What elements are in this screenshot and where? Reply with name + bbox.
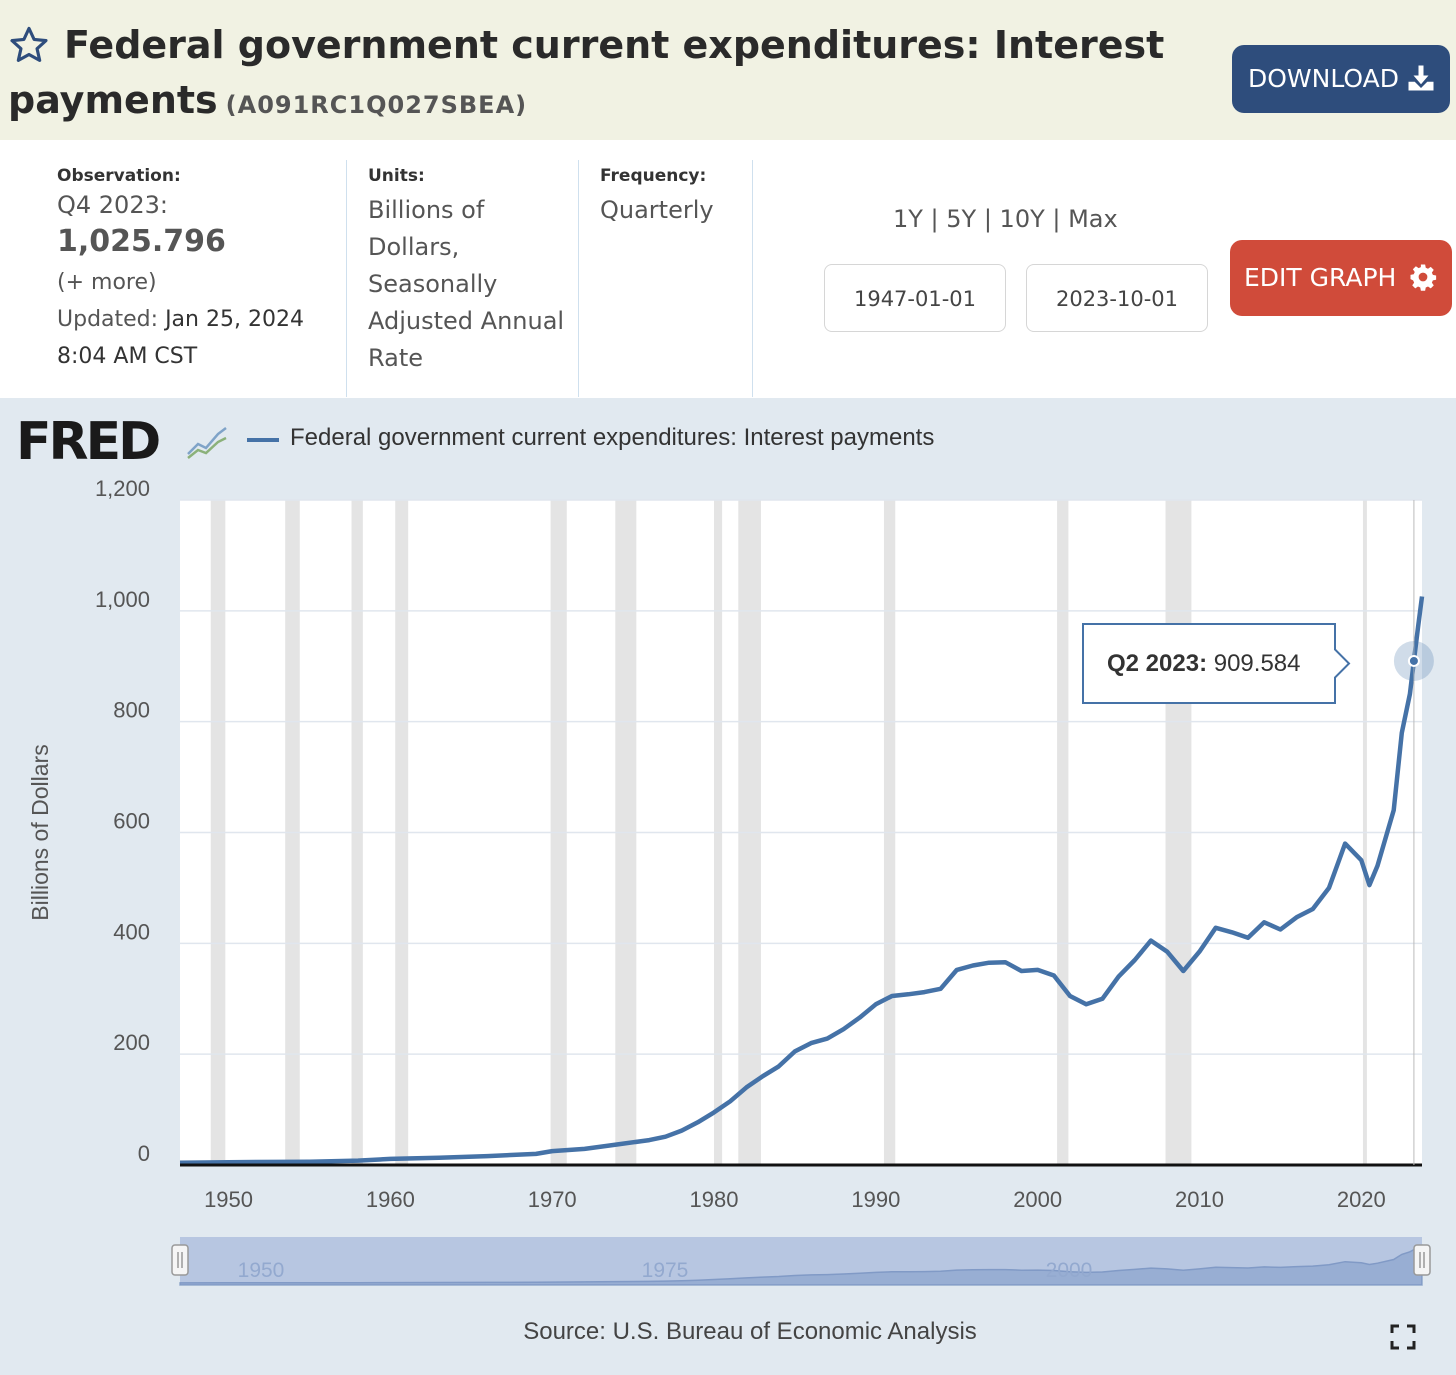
fred-chart-icon — [184, 420, 230, 462]
navigator-handle-right[interactable] — [1413, 1244, 1431, 1276]
fullscreen-icon[interactable] — [1390, 1324, 1416, 1350]
frequency-value: Quarterly — [600, 196, 714, 224]
edit-graph-label: EDIT GRAPH — [1244, 263, 1397, 292]
series-line[interactable] — [179, 596, 1425, 1166]
updated-label: Updated: — [57, 307, 159, 332]
download-label: DOWNLOAD — [1248, 64, 1399, 93]
y-tick-label: 0 — [138, 1141, 150, 1166]
more-link[interactable]: (+ more) — [57, 270, 157, 295]
page-title: Federal government current expenditures:… — [8, 18, 1218, 133]
updated-time: 8:04 AM CST — [57, 344, 198, 369]
x-tick-label: 2010 — [1175, 1187, 1224, 1212]
x-tick-label: 2020 — [1337, 1187, 1386, 1212]
observation-label: Observation: — [57, 166, 181, 186]
y-tick-label: 800 — [113, 698, 150, 723]
legend-swatch — [247, 438, 279, 442]
tooltip-text: Q2 2023: 909.584 — [1107, 650, 1301, 677]
x-tick-label: 1960 — [366, 1187, 415, 1212]
source-note: Source: U.S. Bureau of Economic Analysis — [523, 1318, 977, 1345]
navigator-label: 1975 — [642, 1259, 689, 1282]
x-tick-label: 1970 — [528, 1187, 577, 1212]
y-tick-label: 1,200 — [95, 476, 150, 501]
units-label: Units: — [368, 166, 425, 186]
units-panel: Units: Billions of Dollars, Seasonally A… — [368, 160, 568, 377]
series-title: Federal government current expenditures:… — [8, 23, 1165, 122]
star-icon[interactable] — [8, 24, 50, 66]
legend-label: Federal government current expenditures:… — [290, 424, 935, 451]
line-chart[interactable]: 0 200 400 600 800 1,000 1,200 Billions of Dolla… — [0, 470, 1456, 1300]
divider — [752, 160, 753, 397]
y-axis-label: Billions of Dollars — [27, 744, 53, 920]
x-tick-label: 1980 — [690, 1187, 739, 1212]
start-date-input[interactable]: 1947-01-01 — [824, 264, 1006, 332]
updated-line: Updated: Jan 25, 2024 — [57, 301, 337, 338]
observation-panel: Observation: Q4 2023: 1,025.796 (+ more)… — [57, 160, 337, 375]
fred-logo: FRED — [16, 412, 161, 472]
navigator-label: 2000 — [1046, 1259, 1093, 1282]
edit-graph-button[interactable]: EDIT GRAPH — [1230, 240, 1452, 316]
x-tick-label: 1950 — [204, 1187, 253, 1212]
y-tick-label: 200 — [113, 1030, 150, 1055]
navigator-handle-left[interactable] — [171, 1244, 189, 1276]
y-tick-label: 1,000 — [95, 587, 150, 612]
observation-value: 1,025.796 — [57, 224, 226, 259]
frequency-label: Frequency: — [600, 166, 707, 186]
tooltip-box — [1082, 623, 1351, 704]
divider — [346, 160, 347, 397]
page-header: Federal government current expenditures:… — [0, 0, 1456, 140]
frequency-panel: Frequency: Quarterly — [600, 160, 750, 229]
units-value: Billions of Dollars, Seasonally Adjusted… — [368, 196, 565, 372]
navigator-label: 1950 — [238, 1259, 285, 1282]
download-icon — [1408, 65, 1434, 91]
y-tick-label: 600 — [113, 809, 150, 834]
range-selector[interactable]: 1Y | 5Y | 10Y | Max — [893, 205, 1118, 233]
y-tick-label: 400 — [113, 919, 150, 944]
navigator-series — [179, 1244, 1423, 1286]
series-id: (A091RC1Q027SBEA) — [225, 91, 528, 119]
divider — [578, 160, 579, 397]
end-date-input[interactable]: 2023-10-01 — [1026, 264, 1208, 332]
gear-icon — [1410, 264, 1437, 291]
updated-date: Jan 25, 2024 — [165, 307, 304, 332]
x-tick-label: 1990 — [851, 1187, 900, 1212]
download-button[interactable]: DOWNLOAD — [1232, 45, 1450, 113]
x-tick-label: 2000 — [1013, 1187, 1062, 1212]
observation-period: Q4 2023: — [57, 191, 168, 219]
hover-point[interactable] — [1407, 654, 1420, 667]
